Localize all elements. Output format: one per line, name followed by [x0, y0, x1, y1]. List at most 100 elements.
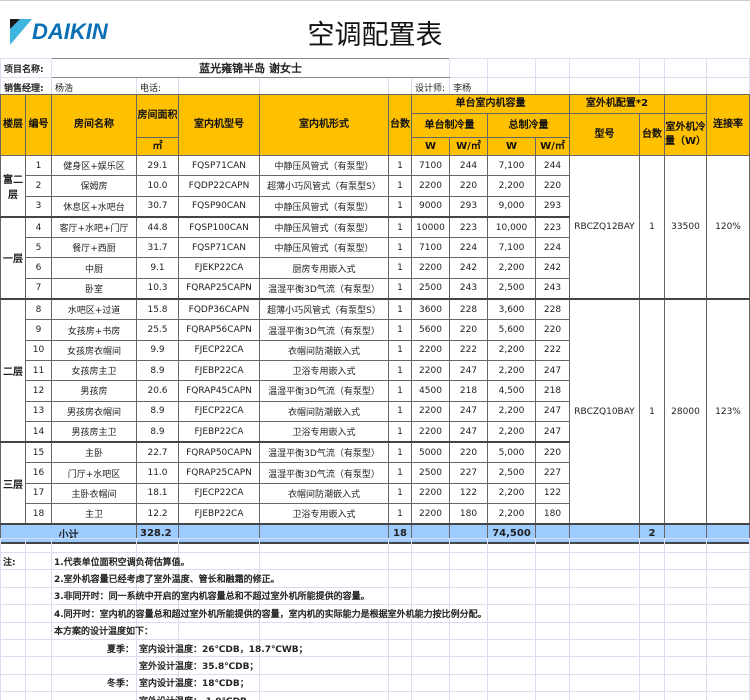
cell-wm2[interactable]: 243 — [449, 277, 488, 301]
cell-qty[interactable]: 1 — [388, 175, 412, 197]
cell-tw[interactable]: 4,500 — [487, 380, 536, 402]
cell-twm2[interactable]: 223 — [535, 216, 570, 239]
cell-twm2[interactable]: 222 — [535, 339, 570, 361]
cell-wm2[interactable]: 223 — [449, 216, 488, 239]
cell[interactable] — [487, 551, 536, 571]
cell-wm2[interactable]: 247 — [449, 420, 488, 444]
cell[interactable] — [449, 673, 488, 693]
cell-model[interactable]: FQRAP25CAPN — [178, 462, 260, 484]
cell-no[interactable]: 13 — [25, 400, 52, 422]
cell[interactable] — [25, 621, 52, 640]
cell[interactable] — [664, 638, 707, 658]
cell[interactable] — [259, 551, 389, 571]
cell[interactable] — [487, 58, 537, 78]
cell-room[interactable]: 保姆房 — [51, 175, 137, 197]
cell[interactable] — [535, 586, 570, 606]
cell-no[interactable]: 15 — [25, 441, 52, 464]
cell[interactable] — [0, 621, 26, 640]
cell-no[interactable]: 18 — [25, 503, 52, 526]
cell-area[interactable]: 18.1 — [136, 482, 179, 505]
cell-twm2[interactable]: 122 — [535, 482, 570, 505]
cell[interactable] — [535, 538, 570, 553]
cell-model[interactable]: FQDP22CAPN — [178, 175, 260, 197]
cell-wm2[interactable]: 220 — [449, 175, 488, 197]
cell-tw[interactable]: 10,000 — [487, 216, 536, 239]
cell-tw[interactable]: 2,200 — [487, 482, 536, 505]
cell-area[interactable]: 29.1 — [136, 154, 179, 177]
cell-w[interactable]: 2200 — [411, 482, 450, 505]
cell[interactable] — [388, 586, 412, 606]
cell[interactable] — [706, 569, 750, 588]
cell-tw[interactable]: 2,200 — [487, 339, 536, 361]
cell-area[interactable]: 9.1 — [136, 257, 179, 279]
floor-label[interactable]: 一层 — [0, 216, 26, 301]
cell-room[interactable]: 主卧 — [51, 441, 137, 464]
cell[interactable] — [259, 538, 389, 553]
cell[interactable] — [639, 538, 665, 553]
cell[interactable] — [569, 621, 640, 640]
outdoor-capacity[interactable]: 28000 — [664, 298, 707, 526]
cell-room[interactable]: 休息区+水吧台 — [51, 195, 137, 218]
cell-twm2[interactable]: 247 — [535, 359, 570, 382]
cell-model[interactable]: FQRAP45CAPN — [178, 380, 260, 402]
cell-tw[interactable]: 2,500 — [487, 277, 536, 301]
cell-twm2[interactable]: 218 — [535, 380, 570, 402]
cell[interactable] — [569, 656, 640, 675]
cell-qty[interactable]: 1 — [388, 482, 412, 505]
cell-no[interactable]: 17 — [25, 482, 52, 505]
cell[interactable] — [259, 691, 389, 700]
cell-type[interactable]: 卫浴专用嵌入式 — [259, 359, 389, 382]
cell-twm2[interactable]: 247 — [535, 400, 570, 422]
cell-wm2[interactable]: 220 — [449, 441, 488, 464]
cell-no[interactable]: 7 — [25, 277, 52, 301]
cell[interactable] — [25, 551, 52, 571]
cell-room[interactable]: 客厅+水吧+门厅 — [51, 216, 137, 239]
cell[interactable] — [25, 586, 52, 606]
cell-twm2[interactable]: 247 — [535, 420, 570, 444]
cell[interactable] — [535, 604, 570, 623]
cell-no[interactable]: 2 — [25, 175, 52, 197]
outdoor-ratio[interactable]: 120% — [706, 155, 750, 301]
cell-qty[interactable]: 1 — [388, 237, 412, 259]
cell-area[interactable]: 8.9 — [136, 400, 179, 422]
cell-tw[interactable]: 3,600 — [487, 298, 536, 321]
cell[interactable] — [0, 673, 26, 693]
cell-w[interactable]: 2200 — [411, 359, 450, 382]
cell-model[interactable]: FQRAP56CAPN — [178, 319, 260, 341]
outdoor-model[interactable]: RBCZQ12BAY — [569, 155, 640, 301]
cell[interactable] — [664, 673, 707, 693]
cell[interactable] — [487, 673, 536, 693]
cell[interactable] — [25, 656, 52, 675]
cell-area[interactable]: 25.5 — [136, 319, 179, 341]
cell[interactable] — [51, 538, 137, 553]
cell-tw[interactable]: 2,200 — [487, 175, 536, 197]
cell-tw[interactable]: 2,200 — [487, 400, 536, 422]
cell-tw[interactable]: 2,200 — [487, 359, 536, 382]
cell[interactable] — [411, 691, 450, 700]
cell-wm2[interactable]: 218 — [449, 380, 488, 402]
cell-qty[interactable]: 1 — [388, 380, 412, 402]
cell[interactable] — [411, 673, 450, 693]
outdoor-qty[interactable]: 1 — [639, 298, 665, 526]
cell-type[interactable]: 衣帽间防潮嵌入式 — [259, 482, 389, 505]
cell[interactable] — [411, 656, 450, 675]
cell[interactable] — [411, 569, 450, 588]
cell-no[interactable]: 14 — [25, 420, 52, 444]
cell-twm2[interactable]: 244 — [535, 154, 570, 177]
cell-area[interactable]: 22.7 — [136, 441, 179, 464]
cell-type[interactable]: 卫浴专用嵌入式 — [259, 503, 389, 526]
floor-label[interactable]: 三层 — [0, 441, 26, 526]
cell-w[interactable]: 2200 — [411, 400, 450, 422]
cell[interactable] — [449, 621, 488, 640]
cell[interactable] — [569, 569, 640, 588]
cell[interactable] — [136, 538, 179, 553]
cell[interactable] — [639, 58, 666, 78]
cell-type[interactable]: 中静压风管式（有泵型） — [259, 237, 389, 259]
cell[interactable] — [569, 58, 641, 78]
cell[interactable] — [51, 656, 137, 675]
cell-w[interactable]: 2200 — [411, 339, 450, 361]
cell-no[interactable]: 9 — [25, 319, 52, 341]
cell-room[interactable]: 中厨 — [51, 257, 137, 279]
cell-no[interactable]: 16 — [25, 462, 52, 484]
cell[interactable] — [487, 569, 536, 588]
